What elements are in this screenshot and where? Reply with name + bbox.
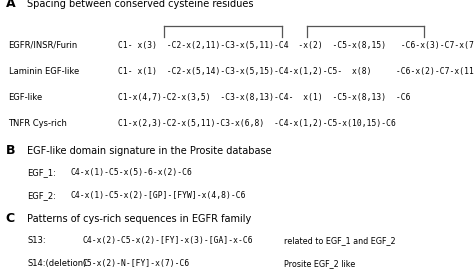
Text: S14:(deletion): S14:(deletion)	[27, 259, 87, 268]
Text: C4-x(2)-C5-x(2)-[FY]-x(3)-[GA]-x-C6: C4-x(2)-C5-x(2)-[FY]-x(3)-[GA]-x-C6	[83, 236, 254, 245]
Text: EGF_1:: EGF_1:	[27, 168, 56, 177]
Text: C1-x(4,7)-C2-x(3,5)  -C3-x(8,13)-C4-  x(1)  -C5-x(8,13)  -C6: C1-x(4,7)-C2-x(3,5) -C3-x(8,13)-C4- x(1)…	[118, 93, 410, 102]
Text: C4-x(1)-C5-x(5)-6-x(2)-C6: C4-x(1)-C5-x(5)-6-x(2)-C6	[70, 168, 192, 177]
Text: B: B	[6, 144, 15, 157]
Text: Patterns of cys-rich sequences in EGFR family: Patterns of cys-rich sequences in EGFR f…	[27, 215, 252, 224]
Text: EGF-like: EGF-like	[9, 93, 43, 102]
Text: Prosite EGF_2 like: Prosite EGF_2 like	[284, 259, 356, 268]
Text: Spacing between conserved cysteine residues: Spacing between conserved cysteine resid…	[27, 0, 254, 9]
Text: A: A	[6, 0, 15, 10]
Text: C5-x(2)-N-[FY]-x(7)-C6: C5-x(2)-N-[FY]-x(7)-C6	[83, 259, 190, 268]
Text: C1- x(1)  -C2-x(5,14)-C3-x(5,15)-C4-x(1,2)-C5-  x(8)     -C6-x(2)-C7-x(11,17)-C8: C1- x(1) -C2-x(5,14)-C3-x(5,15)-C4-x(1,2…	[118, 67, 474, 76]
Text: TNFR Cys-rich: TNFR Cys-rich	[9, 118, 67, 127]
Text: C1-x(2,3)-C2-x(5,11)-C3-x(6,8)  -C4-x(1,2)-C5-x(10,15)-C6: C1-x(2,3)-C2-x(5,11)-C3-x(6,8) -C4-x(1,2…	[118, 118, 395, 127]
Text: C: C	[6, 212, 15, 225]
Text: related to EGF_1 and EGF_2: related to EGF_1 and EGF_2	[284, 236, 396, 245]
Text: Laminin EGF-like: Laminin EGF-like	[9, 67, 79, 76]
Text: EGF_2:: EGF_2:	[27, 191, 56, 200]
Text: C1- x(3)  -C2-x(2,11)-C3-x(5,11)-C4  -x(2)  -C5-x(8,15)   -C6-x(3)-C7-x(7,26)  -: C1- x(3) -C2-x(2,11)-C3-x(5,11)-C4 -x(2)…	[118, 41, 474, 50]
Text: EGFR/INSR/Furin: EGFR/INSR/Furin	[9, 41, 78, 50]
Text: C4-x(1)-C5-x(2)-[GP]-[FYW]-x(4,8)-C6: C4-x(1)-C5-x(2)-[GP]-[FYW]-x(4,8)-C6	[70, 191, 246, 200]
Text: S13:: S13:	[27, 236, 46, 245]
Text: EGF-like domain signature in the Prosite database: EGF-like domain signature in the Prosite…	[27, 146, 272, 156]
